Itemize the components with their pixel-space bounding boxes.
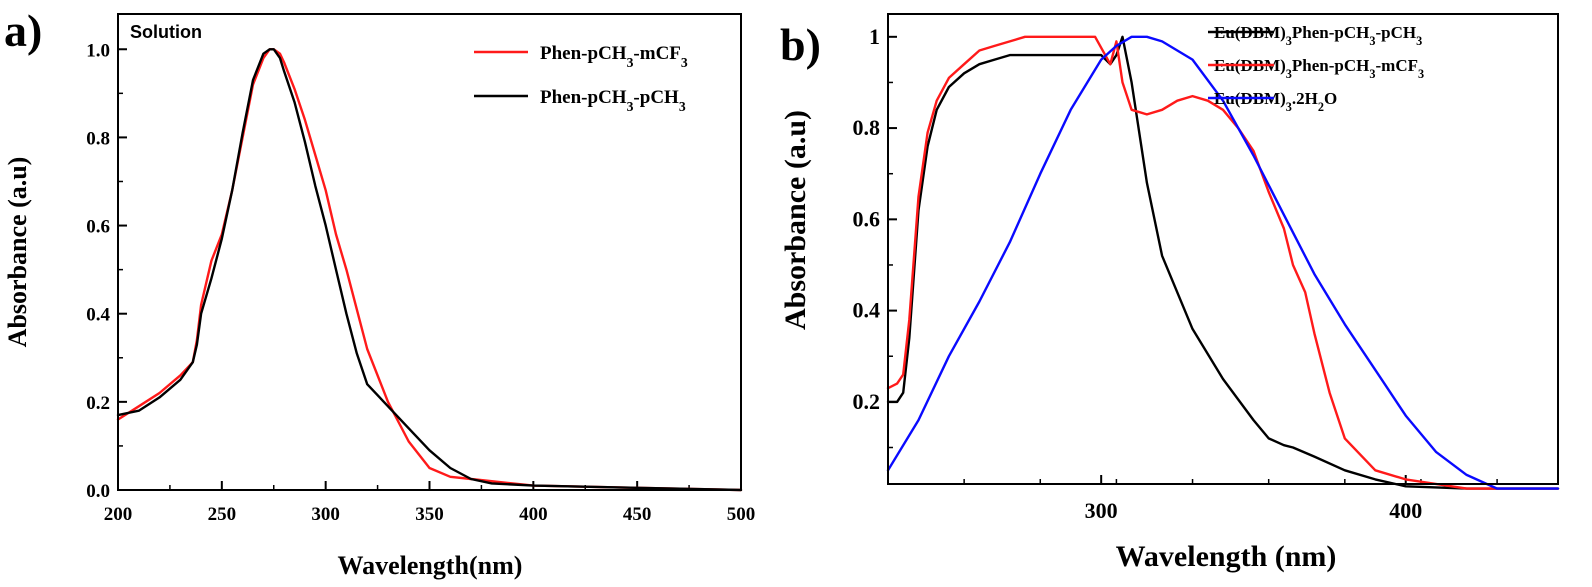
panel-a-annotation: Solution [130, 22, 202, 42]
x-tick-label: 250 [208, 504, 237, 525]
y-tick-label: 0.4 [86, 305, 110, 326]
x-tick-label: 200 [104, 504, 133, 525]
panel-b-y-axis-title: Absorbance (a.u) [779, 110, 812, 330]
y-tick-label: 0.8 [853, 115, 881, 140]
x-tick-label: 300 [1085, 498, 1118, 523]
y-tick-label: 0.2 [853, 389, 881, 414]
panel-a-ticks: 200 250 300 350 400 450 500 0.0 0.2 0.4 0.6 0.8 1.0 [86, 40, 755, 525]
legend-label: Phen-pCH3-mCF3 [540, 43, 688, 70]
series-line-blue [886, 35, 1560, 490]
panel-a-legend: Phen-pCH3-mCF3 Phen-pCH3-pCH3 [474, 43, 688, 114]
series-line-red [116, 48, 743, 492]
panel-a-y-axis-title: Absorbance (a.u) [3, 157, 32, 348]
x-tick-label: 500 [727, 504, 756, 525]
y-tick-label: 1.0 [86, 40, 110, 61]
panel-b-frame [887, 13, 1559, 485]
panel-a-frame [117, 13, 742, 491]
x-tick-label: 400 [519, 504, 548, 525]
panel-b-series [886, 35, 1560, 490]
x-tick-label: 300 [311, 504, 340, 525]
x-tick-label: 400 [1389, 498, 1422, 523]
series-line-red [886, 35, 1560, 490]
y-tick-label: 0.6 [853, 206, 881, 231]
panel-b-label: b) [780, 19, 821, 70]
y-tick-label: 0.6 [86, 217, 110, 238]
y-tick-label: 1 [869, 24, 880, 49]
panel-a-label: a) [4, 5, 42, 56]
x-tick-label: 350 [415, 504, 444, 525]
panel-a-series [116, 48, 743, 492]
legend-label: Eu(DBM)3Phen-pCH3-pCH3 [1214, 23, 1422, 48]
series-line-black [886, 35, 1560, 490]
legend-label: Eu(DBM)3Phen-pCH3-mCF3 [1214, 56, 1424, 81]
series-line-black [116, 48, 743, 492]
panel-b-legend: Eu(DBM)3Phen-pCH3-pCH3 Eu(DBM)3Phen-pCH3-… [1208, 23, 1424, 114]
x-tick-label: 450 [623, 504, 652, 525]
panel-a-chart: a) Solution 200 250 300 350 400 450 500 0.0 0.2 0… [3, 5, 755, 580]
y-tick-label: 0.8 [86, 128, 110, 149]
y-tick-label: 0.4 [853, 298, 881, 323]
legend-label: Eu(DBM)3.2H2O [1214, 89, 1337, 114]
y-tick-label: 0.0 [86, 481, 110, 502]
y-tick-label: 0.2 [86, 393, 110, 414]
legend-label: Phen-pCH3-pCH3 [540, 87, 686, 114]
panel-b-chart: b) 300 400 0.2 0.4 0.6 0.8 1 Eu(DBM)3Phen-pCH3… [779, 13, 1560, 573]
panel-b-x-axis-title: Wavelength (nm) [1116, 540, 1337, 573]
panel-b-ticks: 300 400 0.2 0.4 0.6 0.8 1 [853, 24, 1498, 523]
panel-a-x-axis-title: Wavelength(nm) [338, 551, 523, 580]
